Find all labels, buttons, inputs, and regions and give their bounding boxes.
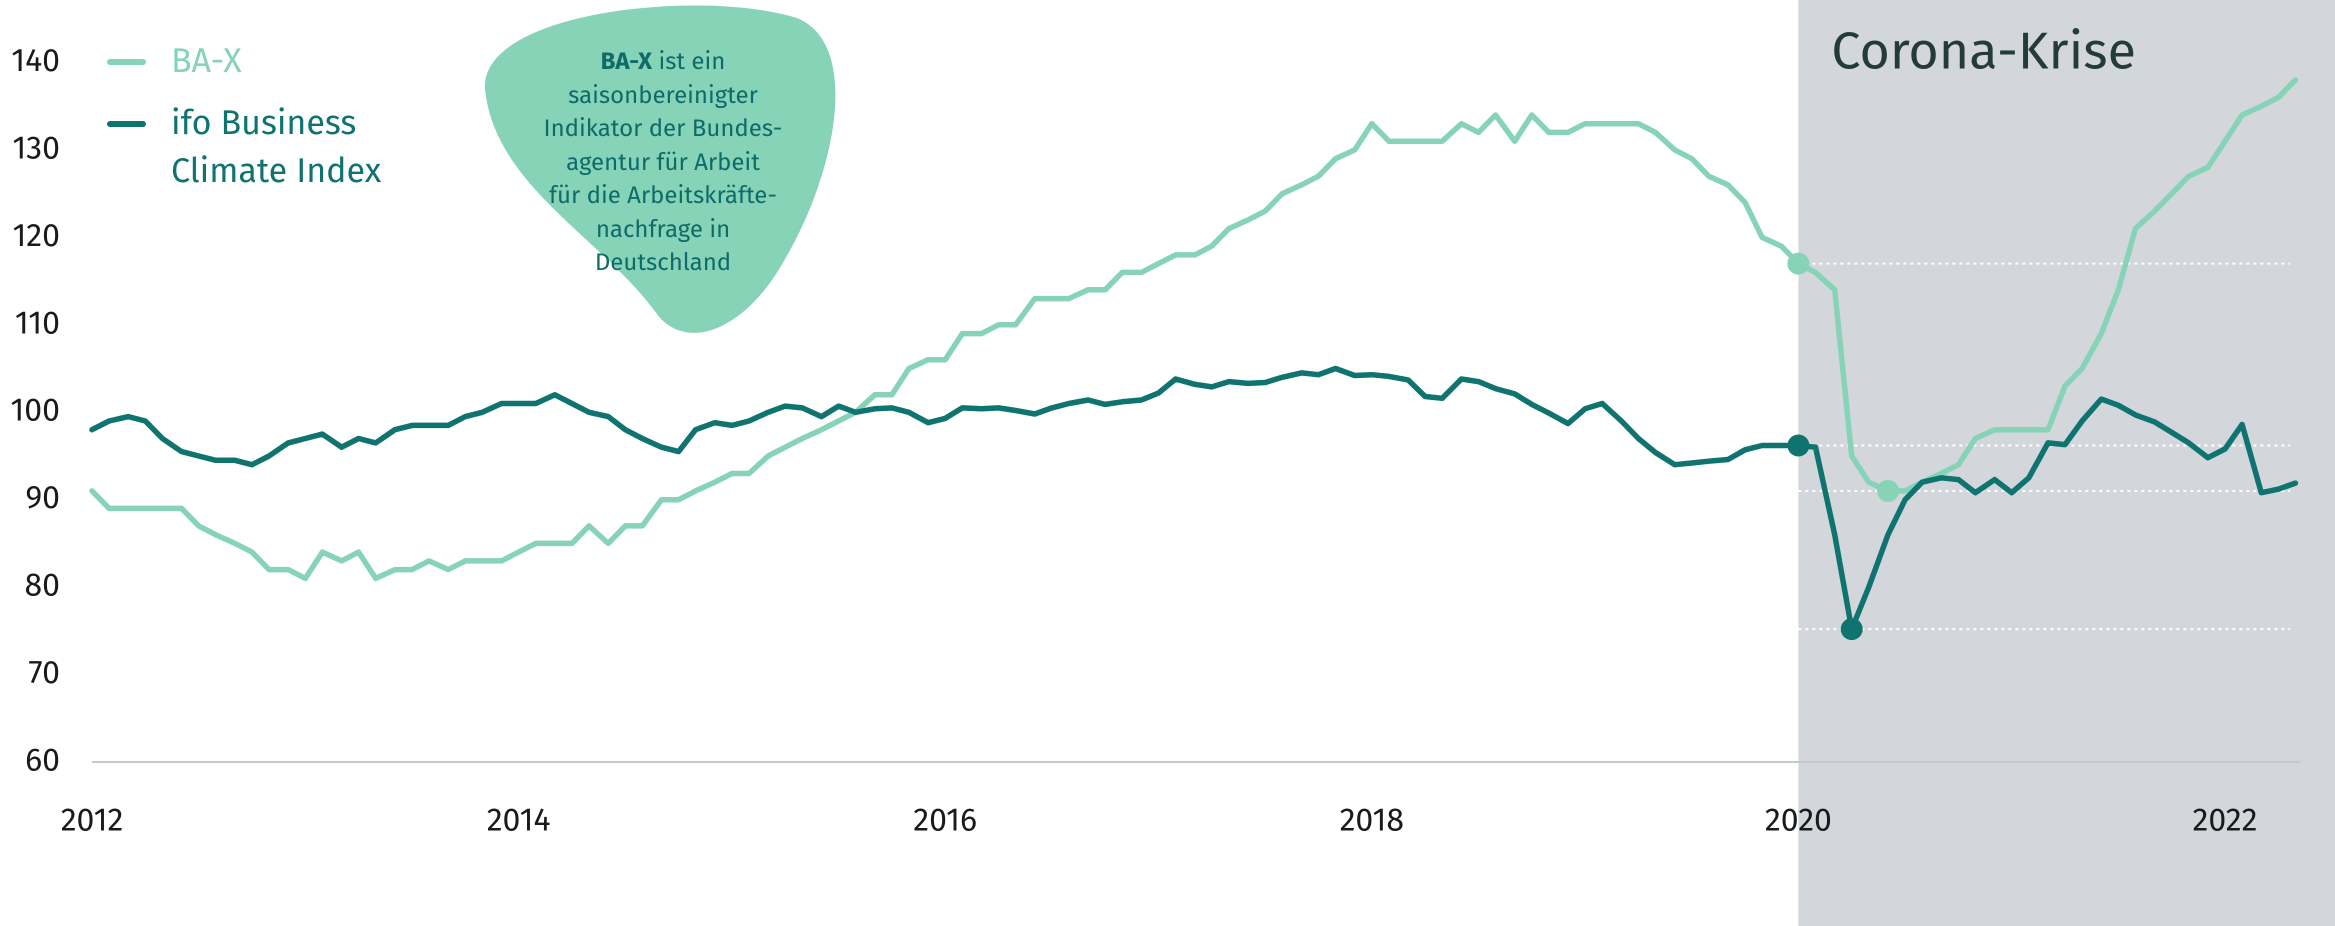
legend-label: BA-X [171, 41, 242, 82]
legend: BA-X ifo Business Climate Index [107, 38, 407, 210]
y-tick-label: 60 [25, 741, 60, 779]
legend-swatch [107, 121, 146, 127]
callout-line: saisonbereinigter [568, 81, 758, 110]
callout-line: BA-X ist ein [513, 46, 813, 80]
callout-title: BA-X [600, 48, 653, 76]
legend-item: BA-X [107, 38, 407, 86]
series-line [89, 365, 2299, 632]
callout-line: Deutschland [594, 249, 732, 277]
callout-shape [484, 5, 836, 333]
y-tick-label: 100 [10, 392, 60, 430]
y-tick-label: 90 [25, 479, 60, 517]
y-tick-label: 80 [25, 567, 61, 605]
legend-swatch [107, 59, 146, 65]
legend-label: ifo Business Climate Index [171, 103, 382, 192]
callout-blob [484, 5, 836, 333]
x-tick-label: 2016 [913, 801, 977, 839]
callout-line: agentur für Arbeit [566, 148, 760, 177]
legend-item: ifo Business Climate Index [107, 100, 407, 196]
highlight-point [1787, 252, 1810, 275]
y-tick-label: 140 [11, 42, 60, 80]
highlight-point [1840, 618, 1863, 641]
x-tick-label: 2018 [1340, 801, 1404, 839]
callout-line: nachfrage in [595, 215, 731, 244]
x-tick-label: 2014 [487, 801, 551, 839]
x-tick-label: 2020 [1765, 801, 1832, 839]
highlight-point [1787, 434, 1810, 457]
y-tick-label: 110 [15, 304, 60, 342]
x-tick-label: 2022 [2193, 801, 2258, 839]
callout-line: für die Arbeitskräfte- [548, 182, 778, 210]
highlight-point [1876, 479, 1899, 502]
y-tick-label: 70 [28, 654, 60, 692]
y-tick-label: 130 [12, 129, 60, 167]
callout-line: Indikator der Bundes- [543, 115, 783, 143]
y-tick-label: 120 [12, 217, 60, 255]
shaded-region [1798, 0, 2335, 926]
x-tick-label: 2012 [61, 801, 124, 839]
callout-text: ist ein [658, 48, 726, 76]
region-label: Corona-Krise [1831, 20, 2136, 83]
callout: BA-X ist ein saisonbereinigter Indikator d… [513, 46, 813, 281]
